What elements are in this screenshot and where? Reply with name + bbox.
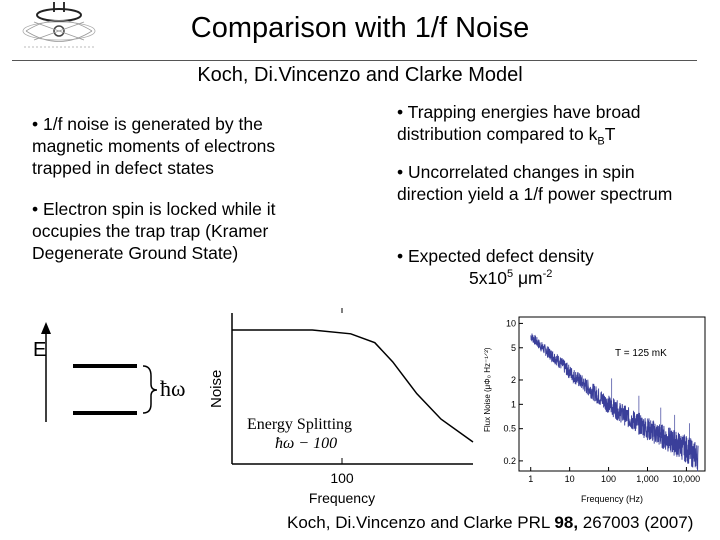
measured-y-tick-label: 0.5 [503, 424, 516, 434]
right-bullet-1: • Trapping energies have broad distribut… [397, 102, 641, 148]
model-x-label: Frequency [309, 490, 375, 506]
defect-density-value: 5x105 μm-2 [469, 268, 553, 288]
measured-y-tick-label: 1 [511, 399, 516, 409]
measured-x-tick-label: 1,000 [636, 474, 659, 484]
institution-logo [22, 2, 96, 48]
model-annotation-line-1: Energy Splitting [247, 416, 352, 433]
measured-y-tick-label: 2 [511, 375, 516, 385]
right-bullet-3: • Expected defect density [397, 246, 594, 266]
energy-level-diagram: E ħω [33, 322, 185, 422]
measured-legend-label: T = 125 mK [615, 348, 667, 359]
model-x-tick-label: 100 [330, 470, 354, 486]
measured-x-tick-label: 10 [565, 474, 575, 484]
measured-x-label: Frequency (Hz) [581, 494, 643, 504]
citation: Koch, Di.Vincenzo and Clarke PRL 98, 267… [287, 513, 694, 532]
measured-y-ticks: 10 5 2 1 0.5 0.2 [503, 318, 523, 466]
measured-y-label: Flux Noise (μΦ₀ Hz⁻¹ᐟ²) [483, 347, 492, 432]
model-annotation-line-2: ħω − 100 [275, 435, 337, 452]
splitting-brace [142, 365, 158, 414]
right-bullet-2: • Uncorrelated changes in spin direction… [397, 162, 673, 204]
measured-y-tick-label: 5 [511, 343, 516, 353]
measured-y-tick-label: 0.2 [503, 456, 516, 466]
hbar-omega-label: ħω [160, 376, 185, 401]
model-noise-chart: Noise 100 Frequency Energy Splitting ħω … [208, 308, 474, 506]
energy-axis-arrowhead [41, 322, 51, 334]
measured-noise-trace [530, 333, 699, 472]
measured-x-tick-label: 1 [528, 474, 533, 484]
measured-x-tick-label: 100 [601, 474, 616, 484]
slide-title: Comparison with 1/f Noise [190, 12, 530, 44]
slide-subtitle: Koch, Di.Vincenzo and Clarke Model [197, 64, 523, 86]
title-divider [12, 60, 697, 61]
model-y-label: Noise [208, 370, 225, 408]
measured-x-ticks: 1 10 100 1,000 10,000 [528, 467, 700, 484]
left-bullet-1: • 1/f noise is generated by the magnetic… [32, 114, 276, 178]
left-bullet-2: • Electron spin is locked while it occup… [32, 199, 276, 263]
measured-x-tick-label: 10,000 [673, 474, 701, 484]
measured-noise-spikes [611, 378, 690, 452]
energy-axis-label: E [33, 339, 46, 361]
measured-y-tick-label: 10 [506, 318, 516, 328]
model-noise-curve [232, 329, 474, 443]
